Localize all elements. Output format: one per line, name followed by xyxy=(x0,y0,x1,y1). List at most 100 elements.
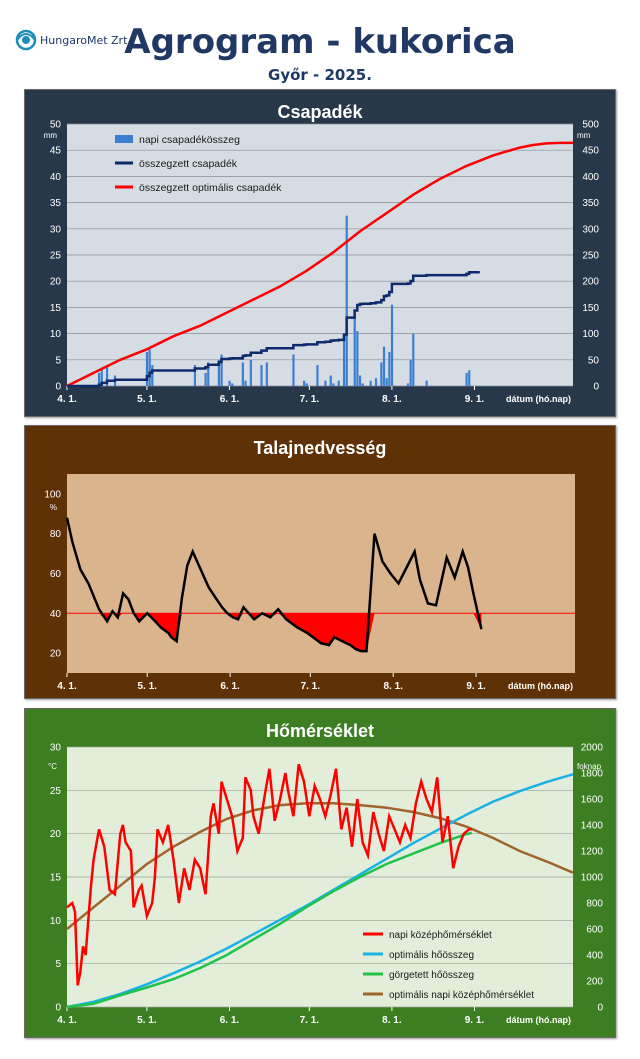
y-tick-label-right: 600 xyxy=(586,925,603,936)
deficit-area xyxy=(67,613,482,652)
precip-bar xyxy=(241,362,244,386)
precip-bar xyxy=(353,315,356,386)
y-tick-label-right: 200 xyxy=(582,277,599,288)
precip-bar xyxy=(145,351,149,386)
y-tick-label-right: 400 xyxy=(586,951,603,962)
precip-bar xyxy=(260,365,263,386)
legend-label: görgetett hőösszeg xyxy=(389,970,474,981)
precip-bar xyxy=(303,380,306,386)
y-tick-label-left: 0 xyxy=(55,1003,61,1014)
page-title: Agrogram - kukorica xyxy=(124,22,516,62)
y-tick-label-right: 0 xyxy=(593,382,599,393)
y-tick-label: 60 xyxy=(50,569,62,580)
y-tick-label-right: 350 xyxy=(582,198,599,209)
y-tick-label-left: 25 xyxy=(50,786,62,797)
precip-bar xyxy=(409,359,412,386)
x-axis-label: dátum (hó.nap) xyxy=(506,1015,571,1025)
x-tick-label: 6. 1. xyxy=(220,1015,240,1026)
precip-bar xyxy=(385,378,388,386)
hungaromet-logo xyxy=(12,26,172,56)
precip-bar xyxy=(337,380,340,386)
optimal-cumulative-precip-line xyxy=(66,141,573,388)
y-tick-label-right: 1200 xyxy=(581,847,604,858)
precip-bar xyxy=(228,380,231,386)
x-tick-label: 6. 1. xyxy=(220,681,240,692)
precip-bar xyxy=(249,359,252,386)
legend-label: optimális hőösszeg xyxy=(389,950,474,961)
y-tick-label-right: 250 xyxy=(582,251,599,262)
y-tick-label-left: 5 xyxy=(55,959,61,970)
y-unit-left: °C xyxy=(48,762,57,771)
precip-bar xyxy=(305,383,308,386)
precip-bar xyxy=(406,383,410,386)
x-tick-label: 8. 1. xyxy=(382,394,402,405)
precip-bar xyxy=(369,380,372,386)
y-unit: % xyxy=(50,503,57,512)
legend-label: összegzett optimális csapadék xyxy=(139,182,282,194)
y-tick-label-right: 2000 xyxy=(581,743,604,754)
legend-label: optimális napi középhőmérséklet xyxy=(389,990,534,1001)
precip-bar xyxy=(204,372,207,386)
y-unit-right: foknap xyxy=(577,762,602,771)
precip-bar xyxy=(361,383,364,386)
y-tick-label-left: 25 xyxy=(50,251,62,262)
optimal-daily-temperature-line xyxy=(66,802,574,930)
y-tick-label-left: 10 xyxy=(50,329,62,340)
precip-bar xyxy=(105,365,109,386)
chart-title: Csapadék xyxy=(277,102,363,122)
y-tick-label-right: 300 xyxy=(582,224,599,235)
x-axis-label: dátum (hó.nap) xyxy=(506,394,571,404)
precip-bar xyxy=(100,367,103,386)
legend-label: összegzett csapadék xyxy=(139,158,238,170)
y-tick-label-right: 400 xyxy=(582,172,599,183)
precip-bar xyxy=(425,380,428,386)
precip-bar xyxy=(97,372,101,386)
precip-bar xyxy=(390,304,394,386)
y-tick-label-left: 40 xyxy=(50,172,62,183)
y-tick-label: 80 xyxy=(50,529,62,540)
precipitation-chart: Csapadék05101520253035404550050100150200… xyxy=(25,90,615,416)
x-tick-label: 7. 1. xyxy=(300,394,320,405)
y-tick-label-left: 30 xyxy=(50,224,62,235)
precip-bar xyxy=(345,215,348,386)
x-axis-label: dátum (hó.nap) xyxy=(508,681,573,691)
precip-bar xyxy=(412,333,415,386)
x-tick-label: 6. 1. xyxy=(220,394,240,405)
y-tick-label-left: 20 xyxy=(50,829,62,840)
precip-bar xyxy=(374,378,378,386)
chart-title: Talajnedvesség xyxy=(254,438,387,458)
precip-bar xyxy=(265,362,268,386)
y-tick-label-right: 1000 xyxy=(581,873,604,884)
x-tick-label: 5. 1. xyxy=(137,1015,157,1026)
precip-bar xyxy=(324,380,327,386)
hungaromet-logo-icon xyxy=(15,29,37,51)
precip-bar xyxy=(231,383,234,386)
y-tick-label-left: 50 xyxy=(50,120,62,131)
y-tick-label-left: 10 xyxy=(50,916,62,927)
precip-bar xyxy=(468,370,471,386)
precip-bar xyxy=(332,383,335,386)
precip-bar xyxy=(220,354,223,386)
precip-bar xyxy=(217,359,220,386)
soil-moisture-panel: Talajnedvesség 20 40 60 80 100% 4. 1. 5. 1. 6. 1… xyxy=(24,425,616,699)
precip-bar xyxy=(329,375,332,386)
y-tick-label-left: 0 xyxy=(55,382,61,393)
x-tick-label: 4. 1. xyxy=(57,1015,77,1026)
x-tick-label: 9. 1. xyxy=(465,1015,485,1026)
soil-moisture-chart: Talajnedvesség 20 40 60 80 100% 4. 1. 5. 1. 6. 1… xyxy=(25,426,615,698)
y-tick-label-left: 15 xyxy=(50,303,62,314)
y-tick-label: 100 xyxy=(44,489,61,500)
precip-bar xyxy=(292,354,295,386)
chart-title: Hőmérséklet xyxy=(266,721,374,741)
precip-bar xyxy=(193,365,197,386)
y-tick-label-right: 450 xyxy=(582,146,599,157)
x-tick-label: 7. 1. xyxy=(300,1015,320,1026)
legend-swatch-bars xyxy=(115,135,133,143)
y-tick-label-right: 0 xyxy=(597,1003,603,1014)
legend-label: napi csapadékösszeg xyxy=(139,134,240,146)
legend-label: napi középhőmérséklet xyxy=(389,930,492,941)
y-tick-label-right: 1600 xyxy=(581,795,604,806)
y-tick-label-right: 150 xyxy=(582,303,599,314)
precip-bar xyxy=(151,365,154,386)
x-tick-label: 9. 1. xyxy=(465,394,485,405)
